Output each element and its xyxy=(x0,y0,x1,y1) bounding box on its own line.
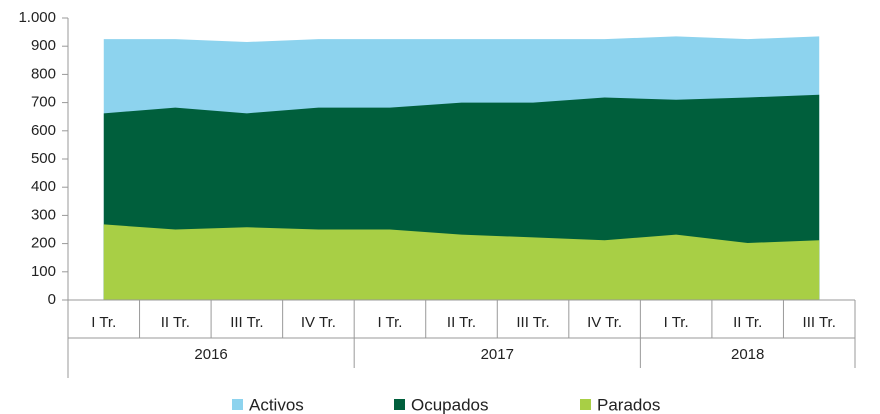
x-tick-label: II Tr. xyxy=(447,314,476,331)
x-tick-label: III Tr. xyxy=(516,314,549,331)
x-tick-label: III Tr. xyxy=(230,314,263,331)
y-tick-label: 1.000 xyxy=(18,9,56,26)
y-tick-label: 600 xyxy=(31,122,56,139)
x-tick-label: IV Tr. xyxy=(301,314,336,331)
y-tick-label: 200 xyxy=(31,235,56,252)
legend-swatch xyxy=(394,399,405,410)
group-label: 2017 xyxy=(481,346,514,363)
x-tick-label: IV Tr. xyxy=(587,314,622,331)
area xyxy=(103,224,820,300)
legend-swatch xyxy=(580,399,591,410)
y-tick-label: 0 xyxy=(48,291,56,308)
y-tick-label: 800 xyxy=(31,65,56,82)
y-tick-label: 400 xyxy=(31,178,56,195)
x-tick-label: I Tr. xyxy=(91,314,116,331)
legend-swatch xyxy=(232,399,243,410)
y-tick-label: 900 xyxy=(31,37,56,54)
x-tick-label: II Tr. xyxy=(161,314,190,331)
group-label: 2018 xyxy=(731,346,764,363)
legend-label: Ocupados xyxy=(411,395,489,414)
y-tick-label: 300 xyxy=(31,206,56,223)
x-tick-label: I Tr. xyxy=(664,314,689,331)
legend-label: Parados xyxy=(597,395,660,414)
y-tick-label: 100 xyxy=(31,263,56,280)
x-tick-label: III Tr. xyxy=(803,314,836,331)
x-tick-label: I Tr. xyxy=(377,314,402,331)
group-label: 2016 xyxy=(194,346,227,363)
y-tick-label: 500 xyxy=(31,150,56,167)
legend-label: Activos xyxy=(249,395,304,414)
x-tick-label: II Tr. xyxy=(733,314,762,331)
y-tick-label: 700 xyxy=(31,94,56,111)
